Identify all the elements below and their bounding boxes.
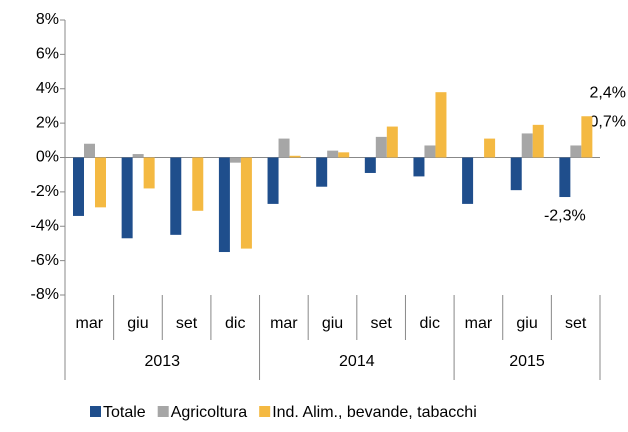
legend-label: Agricoltura — [171, 404, 248, 421]
y-tick-label: 2% — [36, 114, 59, 131]
data-label: 0,7% — [590, 114, 626, 131]
bar — [462, 157, 474, 204]
bar — [121, 157, 133, 239]
legend-swatch — [157, 406, 169, 417]
y-tick-label: 0% — [36, 149, 59, 166]
legend-swatch — [90, 406, 101, 417]
bar — [278, 138, 290, 158]
bar — [143, 157, 155, 189]
bar — [84, 143, 95, 158]
y-tick-label: 6% — [36, 46, 59, 63]
bar — [435, 92, 447, 158]
bar — [386, 126, 398, 158]
bar — [559, 157, 571, 198]
bar — [240, 157, 252, 249]
bar — [375, 136, 387, 158]
y-tick-label: -8% — [31, 286, 59, 303]
bar — [413, 157, 425, 177]
y-tick-label: -6% — [31, 252, 59, 269]
x-tick-label: dic — [225, 315, 245, 332]
bar — [338, 152, 350, 158]
y-tick-label: -2% — [31, 183, 59, 200]
bar — [364, 157, 376, 173]
x-tick-label: mar — [76, 315, 104, 332]
bar — [73, 157, 84, 216]
bar — [289, 155, 301, 158]
group-label: 2014 — [339, 353, 375, 370]
bar — [510, 157, 522, 191]
bar — [424, 145, 436, 158]
x-tick-label: giu — [127, 315, 148, 332]
bar — [218, 157, 230, 253]
legend-label: Totale — [103, 404, 146, 421]
bar — [267, 157, 279, 204]
bar — [484, 138, 496, 158]
bar — [521, 133, 533, 158]
y-tick-label: -4% — [31, 217, 59, 234]
bar — [327, 150, 339, 158]
bar — [581, 116, 593, 158]
bar — [229, 157, 241, 163]
x-tick-label: mar — [270, 315, 298, 332]
bar — [192, 157, 204, 211]
bar — [132, 154, 144, 158]
legend-swatch — [259, 406, 271, 417]
bar — [532, 124, 544, 158]
data-label: 2,4% — [590, 84, 626, 101]
x-tick-label: dic — [420, 315, 440, 332]
x-tick-label: set — [370, 315, 392, 332]
legend-label: Ind. Alim., bevande, tabacchi — [272, 404, 477, 421]
group-label: 2015 — [509, 353, 545, 370]
y-tick-label: 4% — [36, 80, 59, 97]
data-label: -2,3% — [544, 207, 586, 224]
x-tick-label: set — [565, 315, 587, 332]
x-tick-label: giu — [516, 315, 537, 332]
bar — [95, 157, 106, 208]
y-tick-label: 8% — [36, 11, 59, 28]
x-tick-label: giu — [322, 315, 343, 332]
x-tick-label: set — [176, 315, 198, 332]
bar — [570, 145, 582, 158]
group-label: 2013 — [144, 353, 180, 370]
bar — [170, 157, 182, 235]
x-tick-label: mar — [465, 315, 493, 332]
bar — [316, 157, 328, 187]
